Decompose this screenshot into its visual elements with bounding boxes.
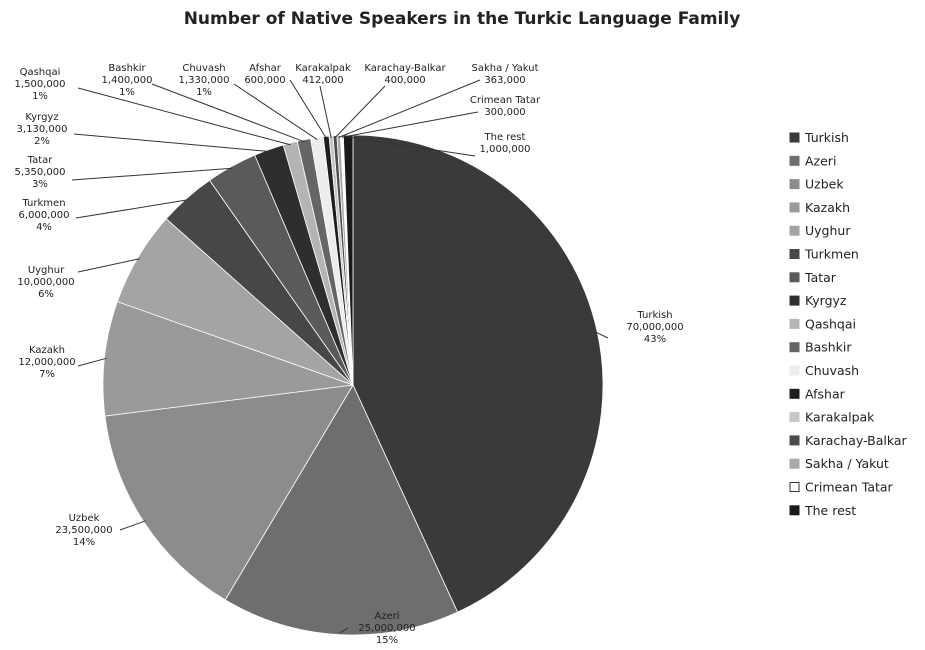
legend-entry-bashkir: Bashkir bbox=[805, 340, 852, 355]
leader-line-karachay-balkar bbox=[334, 85, 386, 138]
data-label-bashkir: Bashkir 1,400,000 1% bbox=[102, 63, 153, 98]
legend-swatch-bashkir bbox=[789, 342, 800, 353]
data-label-uyghur: Uyghur 10,000,000 6% bbox=[17, 265, 74, 300]
data-label-qashqai: Qashqai 1,500,000 1% bbox=[15, 67, 66, 102]
pie-slice-azeri bbox=[224, 384, 459, 636]
legend-entry-uyghur: Uyghur bbox=[805, 223, 851, 238]
legend-entry-kyrgyz: Kyrgyz bbox=[805, 293, 847, 308]
leader-line-turkish bbox=[595, 331, 609, 339]
data-label-uzbek: Uzbek 23,500,000 14% bbox=[55, 513, 112, 548]
data-label-sakha-yakut: Sakha / Yakut 363,000 bbox=[471, 63, 538, 86]
legend-entry-afshar: Afshar bbox=[805, 386, 846, 401]
legend-entry-the-rest: The rest bbox=[804, 503, 856, 518]
legend-entry-chuvash: Chuvash bbox=[805, 363, 859, 378]
legend-swatch-turkmen bbox=[789, 249, 800, 259]
data-label-kazakh: Kazakh 12,000,000 7% bbox=[18, 345, 75, 380]
data-label-kyrgyz: Kyrgyz 3,130,000 2% bbox=[17, 112, 68, 147]
legend-entry-tatar: Tatar bbox=[804, 270, 837, 285]
legend-entry-uzbek: Uzbek bbox=[805, 177, 844, 192]
legend-swatch-qashqai bbox=[789, 318, 800, 329]
leader-line-kyrgyz bbox=[73, 133, 270, 152]
data-label-tatar: Tatar 5,350,000 3% bbox=[15, 155, 66, 190]
data-label-afshar: Afshar 600,000 bbox=[244, 63, 285, 86]
data-label-karachay-balkar: Karachay-Balkar 400,000 bbox=[364, 63, 446, 86]
legend-entry-sakha-yakut: Sakha / Yakut bbox=[805, 456, 889, 471]
legend-swatch-chuvash bbox=[789, 365, 800, 376]
legend-swatch-uzbek bbox=[789, 179, 800, 190]
data-labels: Turkish 70,000,000 43% Azeri 25,000,000 15% Uz… bbox=[15, 63, 684, 646]
leader-line-qashqai bbox=[77, 87, 291, 146]
legend-swatch-afshar bbox=[789, 388, 800, 399]
legend-swatch-tatar bbox=[789, 272, 800, 283]
legend-swatch-azeri bbox=[789, 155, 800, 166]
legend-swatch-crimean-tatar bbox=[789, 482, 800, 492]
data-label-turkish: Turkish 70,000,000 43% bbox=[626, 310, 683, 345]
legend-entry-karachay-balkar: Karachay-Balkar bbox=[805, 433, 908, 448]
legend-swatch-uyghur bbox=[789, 225, 800, 236]
leader-line-tatar bbox=[71, 167, 233, 181]
leader-line-crimean-tatar bbox=[341, 111, 479, 138]
legend: Turkish Azeri Uzbek Kazakh Uyghur Turkmen Tata… bbox=[789, 130, 908, 518]
data-label-azeri: Azeri 25,000,000 15% bbox=[358, 611, 415, 646]
data-label-karakalpak: Karakalpak 412,000 bbox=[295, 63, 351, 86]
leader-line-bashkir bbox=[151, 83, 305, 143]
legend-entry-azeri: Azeri bbox=[805, 153, 836, 168]
chart-title: Number of Native Speakers in the Turkic … bbox=[184, 9, 741, 29]
leader-line-turkmen bbox=[75, 199, 189, 219]
pie-slices bbox=[102, 134, 604, 636]
legend-entry-kazakh: Kazakh bbox=[805, 200, 850, 215]
legend-entry-turkish: Turkish bbox=[804, 130, 849, 145]
leader-line-chuvash bbox=[233, 83, 318, 141]
legend-swatch-kazakh bbox=[789, 202, 800, 213]
data-label-turkmen: Turkmen 6,000,000 4% bbox=[19, 198, 70, 233]
leader-line-azeri bbox=[339, 627, 349, 634]
legend-swatch-the-rest bbox=[789, 505, 800, 516]
pie-slice-turkish bbox=[352, 134, 604, 613]
legend-swatch-karakalpak bbox=[789, 412, 800, 423]
leader-line-kazakh bbox=[77, 357, 107, 367]
data-label-the-rest: The rest 1,000,000 bbox=[480, 132, 531, 155]
legend-entry-karakalpak: Karakalpak bbox=[805, 410, 875, 425]
legend-swatch-turkish bbox=[789, 132, 800, 143]
legend-swatch-sakha-yakut bbox=[789, 458, 800, 469]
leader-line-uzbek bbox=[119, 520, 146, 531]
leader-line-uyghur bbox=[77, 258, 140, 273]
legend-entry-turkmen: Turkmen bbox=[804, 247, 859, 262]
data-label-chuvash: Chuvash 1,330,000 1% bbox=[179, 63, 230, 98]
data-label-crimean-tatar: Crimean Tatar 300,000 bbox=[470, 95, 541, 118]
legend-swatch-kyrgyz bbox=[789, 295, 800, 306]
leader-line-sakha-yakut bbox=[338, 79, 481, 138]
legend-entry-crimean-tatar: Crimean Tatar bbox=[805, 480, 894, 495]
leader-line-the-rest bbox=[348, 136, 476, 157]
legend-swatch-karachay-balkar bbox=[789, 435, 800, 446]
legend-entry-qashqai: Qashqai bbox=[805, 316, 856, 331]
pie-slice-kazakh bbox=[102, 301, 354, 417]
leader-line-karakalpak bbox=[319, 85, 332, 139]
leader-line-afshar bbox=[289, 79, 327, 139]
leader-lines bbox=[71, 79, 609, 634]
